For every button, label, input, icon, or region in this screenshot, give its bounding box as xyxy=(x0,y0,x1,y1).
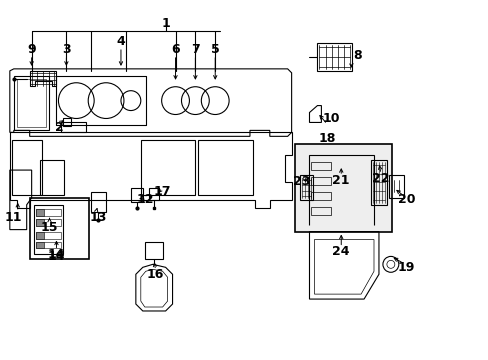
Text: 11: 11 xyxy=(5,211,22,224)
Text: 15: 15 xyxy=(41,221,58,234)
Text: 10: 10 xyxy=(322,112,339,125)
Bar xyxy=(36,219,61,226)
Bar xyxy=(36,209,43,216)
Bar xyxy=(36,242,43,248)
Text: 1: 1 xyxy=(161,17,170,30)
Text: 13: 13 xyxy=(89,211,106,224)
Text: 20: 20 xyxy=(397,193,415,206)
Bar xyxy=(311,162,331,170)
Bar xyxy=(317,43,351,71)
Text: 21: 21 xyxy=(332,174,349,186)
Bar xyxy=(311,192,331,200)
Text: 2: 2 xyxy=(55,121,63,134)
Text: 14: 14 xyxy=(48,248,65,261)
Text: 17: 17 xyxy=(154,185,171,198)
Text: 5: 5 xyxy=(210,42,219,55)
Bar xyxy=(36,231,43,239)
Bar xyxy=(36,242,61,248)
Bar xyxy=(141,140,195,195)
Text: 4: 4 xyxy=(116,35,125,48)
Bar xyxy=(299,175,313,200)
Text: 23: 23 xyxy=(292,175,309,189)
Bar xyxy=(61,122,86,132)
Bar xyxy=(17,79,45,127)
Bar xyxy=(30,198,89,260)
Bar xyxy=(311,177,331,185)
Bar xyxy=(294,144,391,231)
Text: 18: 18 xyxy=(318,132,335,145)
Text: 7: 7 xyxy=(191,42,200,55)
Text: 22: 22 xyxy=(371,171,389,185)
Text: 8: 8 xyxy=(352,49,361,63)
Bar xyxy=(14,76,48,130)
Bar xyxy=(144,242,163,260)
Bar xyxy=(56,76,145,125)
Text: 16: 16 xyxy=(147,268,164,281)
Text: 14: 14 xyxy=(48,250,65,263)
Text: 24: 24 xyxy=(332,245,349,258)
Text: 6: 6 xyxy=(171,42,180,55)
Bar xyxy=(311,207,331,215)
Bar xyxy=(91,192,106,212)
Text: 12: 12 xyxy=(137,193,154,206)
Bar xyxy=(12,140,41,195)
Bar xyxy=(36,209,61,216)
Bar xyxy=(40,160,64,195)
Text: 3: 3 xyxy=(62,42,71,55)
Text: 9: 9 xyxy=(27,42,36,55)
Bar xyxy=(36,219,43,226)
Bar xyxy=(198,140,252,195)
Text: 19: 19 xyxy=(397,261,415,274)
Bar xyxy=(36,231,61,239)
